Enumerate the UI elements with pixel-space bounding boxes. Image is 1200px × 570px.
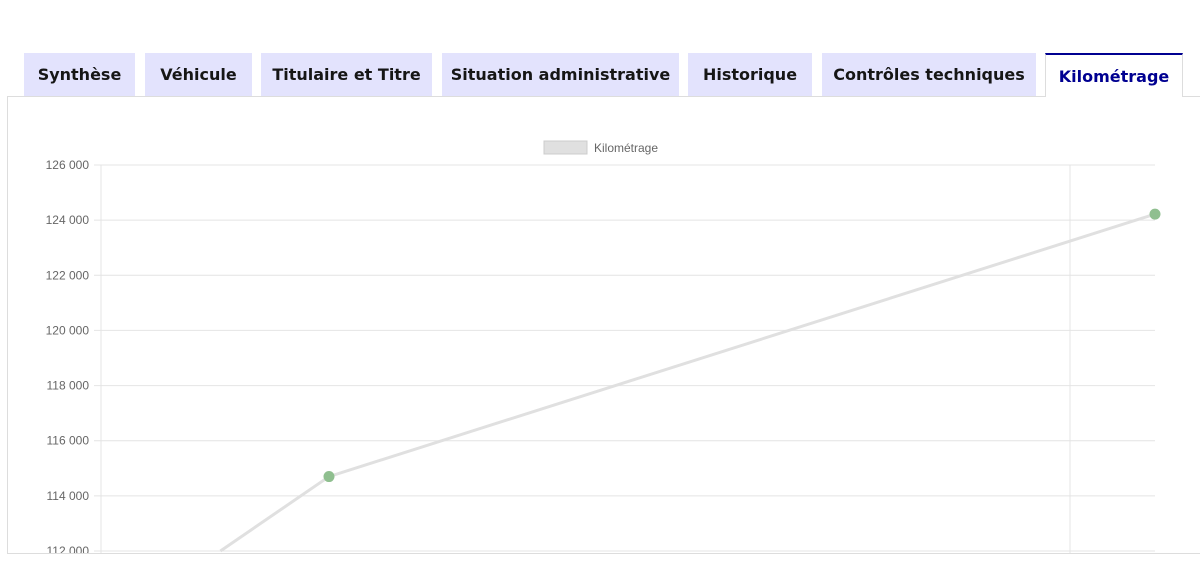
- y-tick-label: 122 000: [46, 268, 90, 282]
- data-point[interactable]: [1149, 208, 1161, 220]
- y-axis-ticks: 126 000 124 000 122 000 120 000 118 000 116 0…: [46, 158, 90, 553]
- tab-panel: [7, 96, 1200, 554]
- tab-vehicule[interactable]: Véhicule: [145, 53, 252, 96]
- y-tick-label: 114 000: [47, 489, 90, 503]
- mileage-chart: 126 000 124 000 122 000 120 000 118 000 116 0…: [46, 140, 1161, 553]
- y-tick-label: 116 000: [47, 434, 90, 448]
- tab-kilometrage[interactable]: Kilométrage: [1045, 53, 1183, 97]
- y-tick-label: 126 000: [46, 158, 90, 172]
- y-tick-label: 120 000: [46, 323, 90, 337]
- tab-titulaire[interactable]: Titulaire et Titre: [261, 53, 432, 96]
- y-tick-label: 124 000: [46, 213, 90, 227]
- legend-label[interactable]: Kilométrage: [594, 141, 658, 155]
- tab-historique[interactable]: Historique: [688, 53, 812, 96]
- y-tick-label: 118 000: [47, 379, 90, 393]
- series-line: [219, 212, 1156, 553]
- tab-situation-administrative[interactable]: Situation administrative: [442, 53, 679, 96]
- y-tick-label: 112 000: [47, 544, 90, 553]
- tab-controles-techniques[interactable]: Contrôles techniques: [822, 53, 1036, 96]
- tab-synthese[interactable]: Synthèse: [24, 53, 135, 96]
- legend-swatch[interactable]: [543, 140, 588, 155]
- grid: [94, 164, 1155, 553]
- series-kilometrage: [219, 208, 1161, 553]
- data-point[interactable]: [323, 471, 335, 483]
